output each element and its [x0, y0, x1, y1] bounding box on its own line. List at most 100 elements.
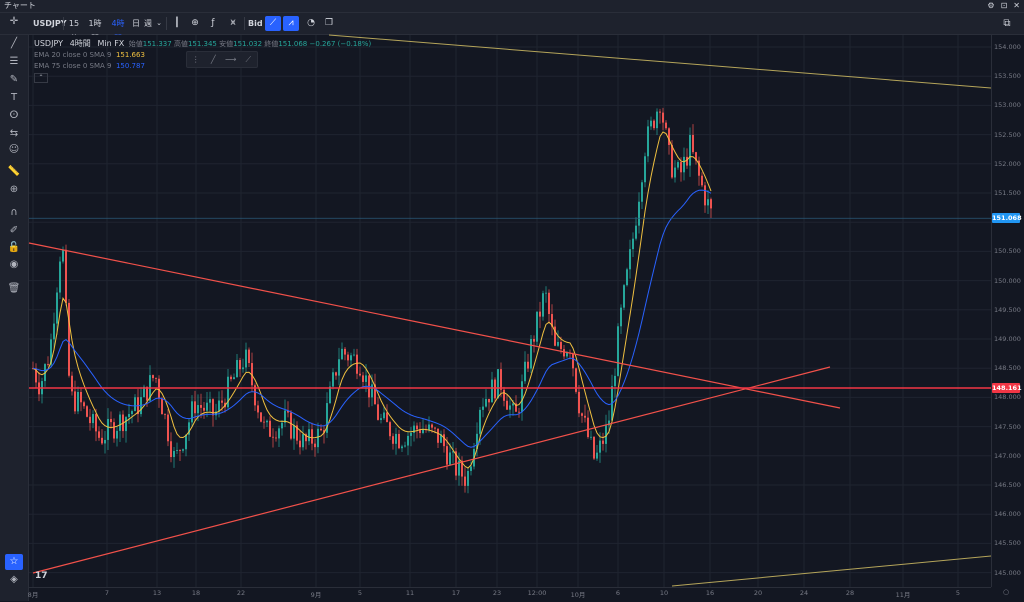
layers-icon[interactable]: ◈ [10, 574, 18, 585]
pattern-icon[interactable]: ⵙ [9, 110, 19, 121]
brush-icon[interactable]: ✎ [9, 74, 19, 85]
price-tick-label: 148.000 [994, 393, 1021, 402]
toolbar-divider [63, 17, 64, 30]
drag-handle-icon[interactable]: ⋮ [191, 55, 200, 64]
toolbar-divider [166, 17, 167, 30]
price-tick-label: 146.000 [994, 510, 1021, 519]
trendline-icon[interactable]: ╱ [10, 38, 18, 49]
time-tick-label: 23 [492, 589, 502, 597]
legend-low-label: 安値 [219, 40, 234, 48]
eye-icon[interactable]: ◉ [9, 259, 19, 270]
lock-drawing-icon[interactable]: ✐ [9, 225, 19, 236]
legend-high: 151.345 [187, 40, 217, 48]
legend-open: 151.337 [142, 40, 172, 48]
hline-price-badge: 148.161 [992, 382, 1022, 393]
time-tick-label: 10月 [570, 591, 586, 599]
legend-collapse-icon[interactable]: ⌃ [34, 73, 48, 83]
interval-dropdown-icon[interactable]: ⌄ [156, 19, 162, 27]
time-tick-label: 5 [357, 589, 363, 597]
forecast-icon[interactable]: ⇆ [9, 128, 19, 139]
indicators-icon[interactable]: ƒ [211, 18, 215, 28]
legend-ohlc-row: USDJPY 4時間 Min FX 始値151.337 高値151.345 安値… [34, 38, 371, 50]
legend-ema75-value: 150.787 [115, 62, 145, 70]
trash-icon[interactable]: 🗑 [7, 283, 21, 294]
templates-icon[interactable]: ⩙ [230, 18, 236, 28]
bid-line-icon[interactable]: ⟋ [265, 16, 281, 31]
candle-style-icon[interactable]: ┃ [174, 18, 180, 28]
time-tick-label: 11月 [895, 591, 911, 599]
legend-symbol: USDJPY [34, 39, 63, 48]
axis-settings-icon[interactable]: ○ [1003, 588, 1010, 596]
layout-icon[interactable]: ⧉ [1003, 18, 1011, 29]
price-tick-label: 147.000 [994, 451, 1021, 460]
time-tick-label: 17 [451, 589, 461, 597]
interval-4h[interactable]: 4時間 [111, 19, 125, 43]
interval-week[interactable]: 週 [144, 19, 152, 28]
maximize-icon[interactable]: ⊡ [1000, 1, 1008, 10]
alert-icon[interactable]: ◔ [307, 18, 315, 28]
line-style-icon[interactable]: ⟶ [225, 55, 237, 64]
legend-ema20-value: 151.663 [115, 51, 145, 59]
snapshot-icon[interactable]: ❐ [324, 18, 334, 28]
time-tick-label: 5 [955, 589, 961, 597]
ask-line-icon[interactable]: ⩘ [283, 16, 299, 31]
price-tick-label: 148.500 [994, 364, 1021, 373]
floating-drawing-toolbar: ⋮ ╱ ⟶ ⟋ [186, 51, 258, 68]
bid-ask-toggle[interactable]: Bid [248, 19, 263, 28]
lock-icon[interactable]: 🔓 [7, 242, 21, 253]
fib-icon[interactable]: ☰ [9, 56, 19, 67]
legend-ema20-label: EMA 20 close 0 SMA 9 [34, 51, 112, 59]
window-controls: ⚙ ⊡ ✕ [987, 0, 1020, 12]
ruler-icon[interactable]: 📏 [7, 166, 21, 177]
chart-pane[interactable] [29, 35, 991, 587]
emoji-icon[interactable]: ☺ [8, 144, 20, 155]
interval-day[interactable]: 日 [132, 19, 140, 28]
time-tick-label: 12:00 [527, 589, 547, 597]
magnet-icon[interactable]: ∩ [10, 207, 18, 218]
price-tick-label: 153.500 [994, 72, 1021, 81]
price-tick-label: 153.000 [994, 101, 1021, 110]
price-tick-label: 150.500 [994, 247, 1021, 256]
time-tick-label: 18 [191, 589, 201, 597]
close-icon[interactable]: ✕ [1013, 1, 1020, 10]
price-tick-label: 150.000 [994, 276, 1021, 285]
time-tick-label: 10 [659, 589, 669, 597]
window-title: チャート [4, 1, 36, 10]
zoom-icon[interactable]: ⊕ [9, 184, 19, 195]
time-tick-label: 7 [104, 589, 110, 597]
time-axis[interactable] [29, 587, 991, 602]
price-tick-label: 145.500 [994, 539, 1021, 548]
top-toolbar: USDJPY 15分 1時間 4時間 日 週 ⌄ ┃ ⊕ ƒ ⩙ Bid ⟋ ⩘… [0, 13, 1024, 43]
legend-high-label: 高値 [173, 40, 188, 48]
price-tick-label: 149.500 [994, 305, 1021, 314]
legend-close: 151.068 [278, 40, 308, 48]
time-tick-label: 22 [236, 589, 246, 597]
interval-1h[interactable]: 1時間 [88, 19, 102, 43]
price-tick-label: 147.500 [994, 422, 1021, 431]
tradingview-logo: 17 [35, 571, 48, 581]
settings-icon[interactable]: ⚙ [987, 1, 995, 10]
price-tick-label: 146.500 [994, 481, 1021, 489]
line-settings-icon[interactable]: ⟋ [245, 54, 252, 64]
chart-legend: USDJPY 4時間 Min FX 始値151.337 高値151.345 安値… [34, 38, 371, 72]
window-titlebar: チャート ⚙ ⊡ ✕ [0, 0, 1024, 13]
legend-open-label: 始値 [128, 40, 143, 48]
time-tick-label: 20 [753, 589, 763, 597]
compare-icon[interactable]: ⊕ [191, 18, 199, 28]
price-tick-label: 152.500 [994, 130, 1021, 139]
line-tool-icon[interactable]: ╱ [210, 55, 216, 64]
crosshair-icon[interactable]: ✛ [9, 16, 19, 27]
price-axis[interactable] [991, 35, 1024, 587]
text-icon[interactable]: T [10, 92, 18, 103]
legend-close-label: 終値 [264, 40, 279, 48]
favorites-icon[interactable]: ☆ [5, 554, 23, 570]
price-tick-label: 152.000 [994, 159, 1021, 168]
legend-ema75-label: EMA 75 close 0 SMA 9 [34, 62, 112, 70]
time-tick-label: 9月 [310, 591, 322, 599]
symbol-button[interactable]: USDJPY [33, 19, 67, 28]
time-tick-label: 24 [799, 589, 809, 597]
price-tick-label: 151.500 [994, 189, 1021, 197]
legend-source: Min FX [97, 39, 125, 48]
time-tick-label: 6 [615, 589, 621, 597]
interval-15m[interactable]: 15分 [68, 19, 80, 43]
